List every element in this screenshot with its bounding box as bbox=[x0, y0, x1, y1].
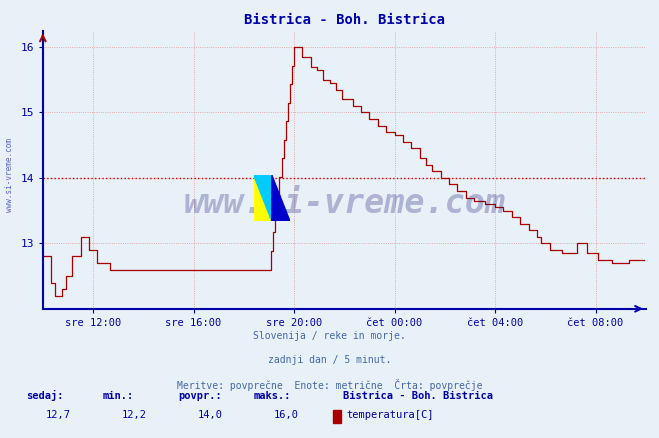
Text: Meritve: povprečne  Enote: metrične  Črta: povprečje: Meritve: povprečne Enote: metrične Črta:… bbox=[177, 379, 482, 391]
Text: Bistrica - Boh. Bistrica: Bistrica - Boh. Bistrica bbox=[343, 391, 493, 401]
Polygon shape bbox=[272, 175, 290, 221]
Text: 16,0: 16,0 bbox=[273, 410, 299, 420]
Polygon shape bbox=[254, 175, 272, 221]
Text: maks.:: maks.: bbox=[254, 391, 291, 401]
Text: zadnji dan / 5 minut.: zadnji dan / 5 minut. bbox=[268, 355, 391, 365]
Text: 12,2: 12,2 bbox=[122, 410, 147, 420]
Text: povpr.:: povpr.: bbox=[178, 391, 221, 401]
Text: min.:: min.: bbox=[102, 391, 133, 401]
Text: www.si-vreme.com: www.si-vreme.com bbox=[183, 187, 505, 219]
Text: Slovenija / reke in morje.: Slovenija / reke in morje. bbox=[253, 331, 406, 341]
Text: temperatura[C]: temperatura[C] bbox=[346, 410, 434, 420]
Polygon shape bbox=[254, 175, 272, 221]
Title: Bistrica - Boh. Bistrica: Bistrica - Boh. Bistrica bbox=[244, 13, 445, 27]
Text: sedaj:: sedaj: bbox=[26, 390, 64, 401]
Text: 12,7: 12,7 bbox=[46, 410, 71, 420]
Text: www.si-vreme.com: www.si-vreme.com bbox=[5, 138, 14, 212]
Text: 14,0: 14,0 bbox=[198, 410, 223, 420]
